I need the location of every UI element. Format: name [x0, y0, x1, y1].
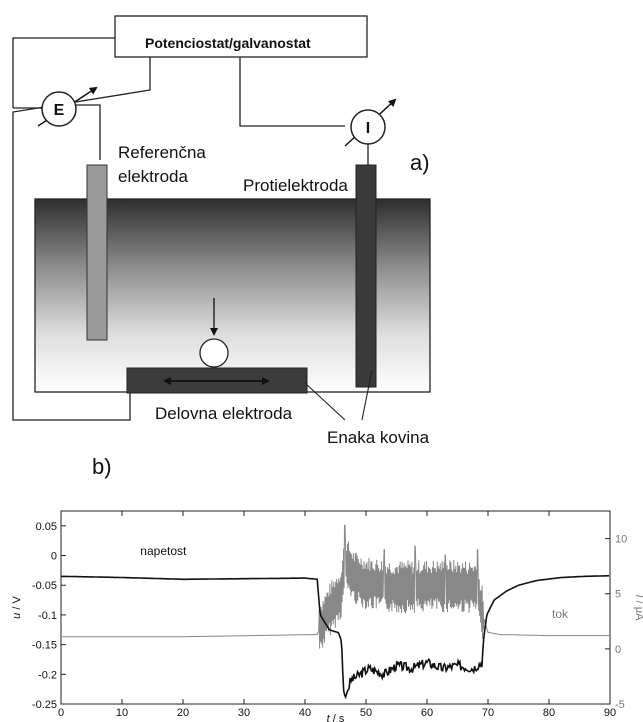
y-left-axis-label: u / V [11, 596, 23, 619]
x-tick-label: 0 [58, 707, 64, 719]
y-left-tick-label: -0.05 [32, 580, 57, 592]
x-tick-label: 60 [421, 707, 433, 719]
series-annotation: tok [552, 607, 569, 621]
x-tick-label: 40 [299, 707, 311, 719]
working-label: Delovna elektroda [155, 404, 293, 423]
wire-e-to-instrument [12, 37, 115, 108]
electrochemical-cell-diagram: Potenciostat/galvanostat E I Ref [12, 15, 431, 447]
x-tick-label: 10 [116, 707, 128, 719]
time-series-chart: 0 10 20 30 40 50 60 70 80 900.050-0.05-0.1-0.15-0… [11, 510, 643, 722]
meter-i-label: I [366, 120, 370, 137]
y-left-tick-label: -0.25 [32, 699, 57, 711]
y-right-tick-label: 0 [615, 644, 621, 656]
x-tick-label: 30 [238, 707, 250, 719]
x-tick-label: 20 [177, 707, 189, 719]
counter-label: Protielektroda [243, 176, 348, 195]
ammeter-i: I [344, 98, 397, 147]
y-left-tick-label: -0.15 [32, 640, 57, 652]
y-left-tick-label: 0.05 [36, 521, 57, 533]
meter-e-circle [41, 91, 77, 127]
series-tok-line [61, 524, 610, 649]
leader-working [304, 382, 346, 421]
panel-a-label: a) [410, 150, 430, 175]
instrument-label: Potenciostat/galvanostat [145, 35, 311, 51]
voltmeter-e: E [37, 86, 98, 127]
reference-electrode [86, 164, 108, 341]
x-tick-label: 70 [482, 707, 494, 719]
x-tick-label: 90 [604, 707, 616, 719]
indenter-ball [199, 338, 229, 368]
y-right-axis-label: I / μA [633, 595, 643, 622]
meter-i-circle [350, 109, 386, 145]
x-axis-label: t / s [327, 713, 345, 722]
same-metal-label: Enaka kovina [327, 428, 430, 447]
series-annotation: napetost [140, 544, 187, 558]
instrument-box [114, 15, 368, 58]
counter-electrode [355, 164, 377, 388]
y-left-tick-label: -0.1 [38, 610, 57, 622]
y-right-tick-label: 5 [615, 589, 621, 601]
reference-label-line1: Referenčna [118, 143, 206, 162]
wiring [12, 37, 369, 421]
y-left-tick-label: 0 [51, 551, 57, 563]
wire-instrument-to-counter [239, 56, 345, 127]
x-tick-label: 50 [360, 707, 372, 719]
y-left-tick-label: -0.2 [38, 669, 57, 681]
reference-label-line2: elektroda [118, 167, 188, 186]
x-tick-label: 80 [543, 707, 555, 719]
meter-e-label: E [54, 102, 65, 119]
y-right-tick-label: 10 [615, 534, 627, 546]
series-napetost-line [61, 574, 610, 700]
wire-e-to-reference [75, 104, 101, 160]
y-right-tick-label: -5 [615, 699, 625, 711]
leader-counter [361, 369, 373, 421]
panel-b-label: b) [92, 454, 112, 479]
wire-instrument-to-working [12, 56, 151, 421]
